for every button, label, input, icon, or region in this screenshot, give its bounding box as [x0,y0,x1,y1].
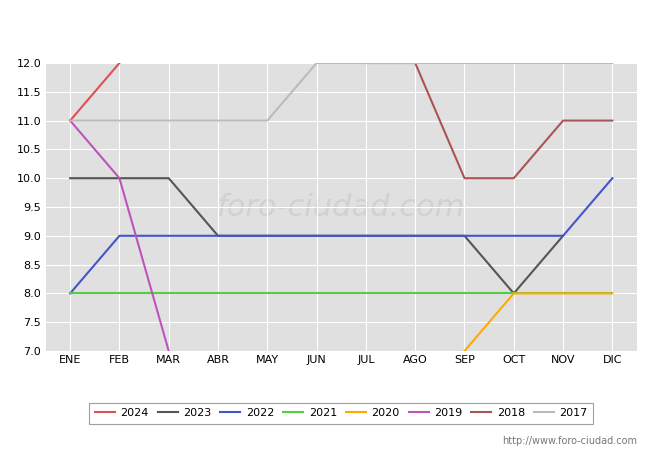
Text: http://www.foro-ciudad.com: http://www.foro-ciudad.com [502,436,637,446]
Legend: 2024, 2023, 2022, 2021, 2020, 2019, 2018, 2017: 2024, 2023, 2022, 2021, 2020, 2019, 2018… [89,403,593,424]
Text: Afiliados en Hortezuela de Océn a 31/5/2024: Afiliados en Hortezuela de Océn a 31/5/2… [100,18,550,36]
Text: foro-ciudad.com: foro-ciudad.com [217,193,465,221]
